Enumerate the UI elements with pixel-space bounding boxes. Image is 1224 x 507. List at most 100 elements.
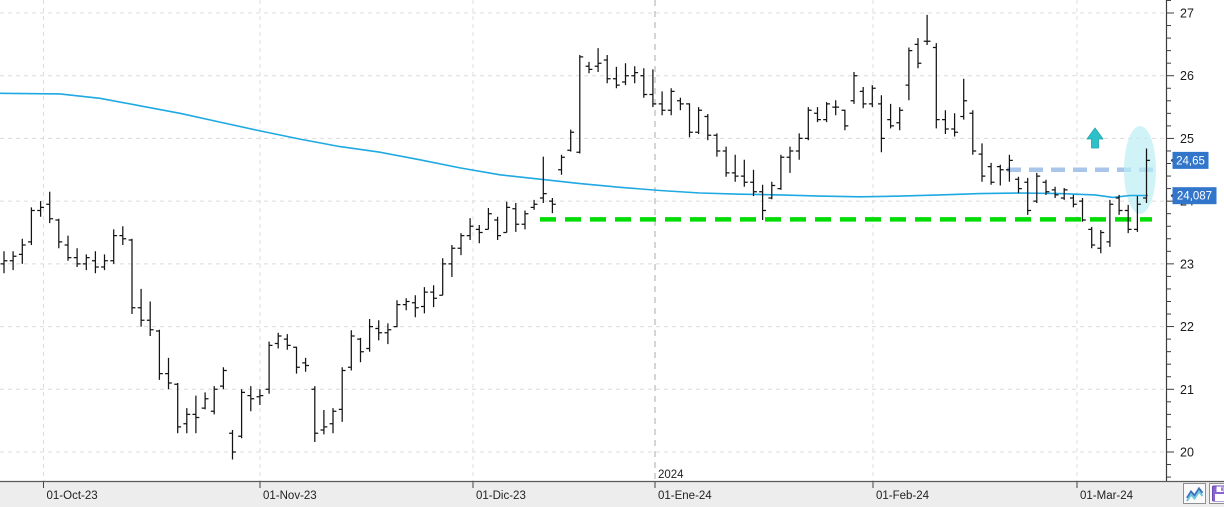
ohlc-bar [384,323,392,345]
ohlc-bar [887,103,894,129]
ohlc-bar [978,143,986,182]
ohlc-bar [1051,186,1059,198]
year-label: 2024 [658,469,684,481]
ohlc-bar [357,337,364,363]
ohlc-bar [1088,226,1096,249]
ohlc-bar [914,38,922,69]
ohlc-bar [896,107,904,131]
ohlc-bar [1079,198,1086,222]
floppy-slot [1221,487,1223,491]
ohlc-bars [0,14,1150,460]
ohlc-bar [192,395,200,434]
y-axis-label: 21 [1180,383,1194,397]
ohlc-bar [229,430,236,460]
ohlc-bar [804,107,812,141]
highlight-ellipse [1124,126,1156,214]
floppy-shutter [1216,486,1224,492]
ohlc-bar [421,287,428,314]
ohlc-bar [320,410,328,435]
ohlc-bar [530,199,538,210]
ohlc-bar [265,341,273,394]
ohlc-bar [750,169,757,197]
ohlc-bar [448,245,456,277]
ohlc-bar [64,235,72,261]
ohlc-bar [92,251,99,274]
ohlc-bar [585,61,593,74]
ohlc-bar [905,47,913,101]
ohlc-bar [768,181,776,200]
ohlc-bar [73,248,81,267]
ohlc-bar [46,191,54,224]
up-arrow-icon [1086,127,1104,149]
ohlc-bar [987,162,995,185]
ohlc-bar [868,85,876,108]
breakout-highlight-ellipse [1124,126,1156,214]
ohlc-bar [366,319,373,352]
ohlc-bar [841,109,849,131]
ohlc-bar [457,233,465,256]
zigzag-chart-icon [1186,489,1204,502]
ohlc-bar [832,100,840,116]
price-tags: 24,65 24,087 [1170,151,1217,205]
ohlc-bar [1006,154,1013,182]
zigzag-chart-icon [1186,486,1204,499]
ohlc-bar [37,201,44,217]
ohlc-bar [1042,179,1050,195]
ohlc-bar [183,408,191,434]
y-axis-label: 23 [1180,257,1194,271]
ohlc-bar [1143,148,1150,203]
ohlc-bar [137,288,145,327]
ohlc-bar [859,87,867,109]
save-button[interactable] [1209,483,1224,504]
ohlc-bar [539,156,547,203]
moving-average-line [0,92,1148,199]
ohlc-bar [329,408,337,434]
ohlc-bar [247,386,255,412]
ohlc-bar [55,218,63,249]
ohlc-bar [795,133,803,160]
y-axis-label: 22 [1180,320,1194,334]
floppy-label [1215,494,1224,501]
price-tag [1172,187,1217,205]
ohlc-bar [439,258,447,296]
x-axis-label: 01-Dic-23 [476,490,526,502]
ohlc-bar [430,285,437,308]
x-axis-label: 01-Ene-24 [658,490,712,502]
bottom-axis-strip [0,482,1224,507]
price-tag [1172,151,1209,169]
ohlc-bar [622,63,629,86]
ohlc-bar [18,238,26,264]
ohlc-bar [613,66,620,89]
y-axis-label: 20 [1180,445,1194,459]
year-separator: 2024 [654,0,684,481]
ohlc-bar [658,91,666,116]
ohlc-bar [393,300,401,328]
ohlc-bar [156,329,163,380]
ohlc-bar [521,210,529,230]
ohlc-bar [485,208,492,231]
ohlc-bar [1134,196,1141,232]
ohlc-bar [740,159,748,187]
ohlc-bar [9,251,17,271]
ohlc-bar [942,110,949,134]
ohlc-bar [238,389,245,439]
ohlc-bar [1033,172,1041,203]
ohlc-bar [1015,176,1022,193]
ohlc-bar [951,113,958,137]
ohlc-bar [713,133,721,157]
ohlc-bar [969,110,977,155]
ohlc-bar [411,295,419,318]
ohlc-bar [923,14,931,45]
ohlc-bar [119,226,127,245]
ohlc-bar [165,357,172,390]
x-axis-label: 01-Mar-24 [1080,490,1134,502]
ohlc-bar [256,389,264,405]
y-axis-label: 25 [1180,132,1194,146]
chart-lines-button[interactable] [1183,483,1206,504]
ohlc-bar [549,198,556,214]
ohlc-bar [996,164,1004,186]
ohlc-bar [1024,177,1032,215]
ohlc-bar [759,184,766,220]
